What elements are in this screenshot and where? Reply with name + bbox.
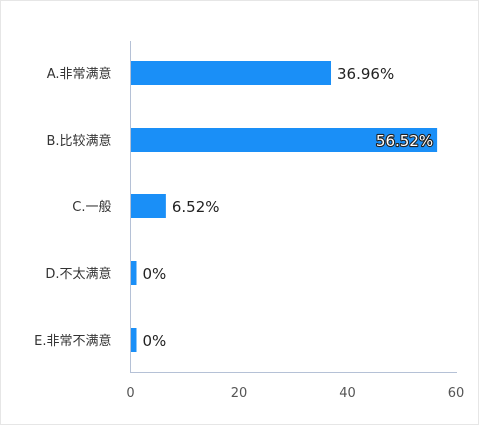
category-label: C.一般 bbox=[72, 199, 111, 215]
category-label: E.非常不满意 bbox=[34, 333, 111, 349]
data-label: 56.52% bbox=[376, 132, 433, 150]
data-label: 0% bbox=[143, 332, 167, 350]
bar-4 bbox=[130, 261, 137, 285]
x-tick-label: 60 bbox=[448, 386, 465, 401]
bar-3 bbox=[130, 194, 166, 218]
bar-5 bbox=[130, 328, 137, 352]
bar-1 bbox=[130, 61, 332, 85]
category-label: D.不太满意 bbox=[45, 266, 111, 282]
data-label: 6.52% bbox=[172, 198, 220, 216]
bar-2 bbox=[130, 128, 438, 152]
data-label: 0% bbox=[143, 265, 167, 283]
category-label: B.比较满意 bbox=[46, 133, 111, 149]
x-tick-label: 20 bbox=[231, 386, 248, 401]
x-tick-label: 40 bbox=[339, 386, 356, 401]
data-label: 36.96% bbox=[337, 65, 394, 83]
x-tick-label: 0 bbox=[126, 386, 134, 401]
category-label: A.非常满意 bbox=[47, 66, 112, 82]
